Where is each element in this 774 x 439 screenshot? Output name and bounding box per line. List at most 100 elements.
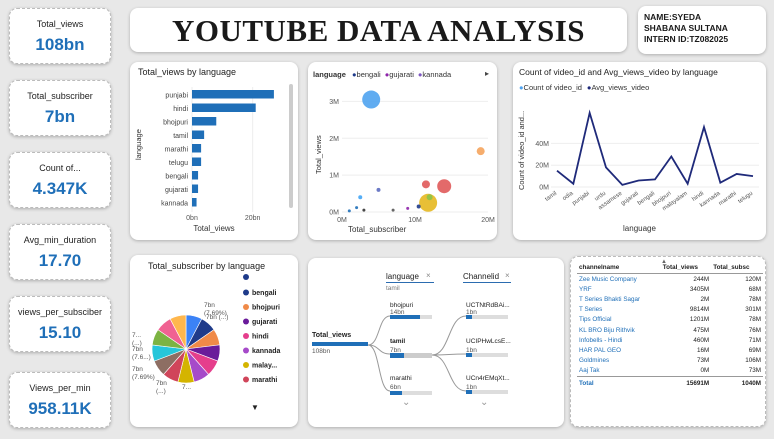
decomp-connector xyxy=(432,355,466,391)
intern-card: NAME:SYEDA SHABANA SULTANA INTERN ID:TZ0… xyxy=(638,6,766,54)
x-tick-label: telugu xyxy=(737,191,754,205)
line-xlabel: language xyxy=(513,224,766,233)
decomp-bar xyxy=(390,391,402,395)
legend-marker xyxy=(243,333,249,339)
legend-marker xyxy=(243,362,249,368)
legend-marker xyxy=(243,319,249,325)
table-cell: 301M xyxy=(711,305,763,315)
pie-data-label: (...) xyxy=(156,388,166,395)
col-header[interactable]: Total_subsc xyxy=(711,262,763,274)
y-tick-label: gujarati xyxy=(165,187,188,194)
table-row[interactable]: T Series 9814M 301M xyxy=(577,305,763,315)
bar xyxy=(192,117,216,126)
table-cell: 460M xyxy=(661,335,711,345)
table-row[interactable]: T Series Bhakti Sagar 2M 78M xyxy=(577,294,763,304)
scatter-point xyxy=(348,209,351,212)
bar xyxy=(192,198,197,207)
table-cell: 71M xyxy=(711,335,763,345)
table-cell: Zee Music Company xyxy=(577,274,661,285)
kpi-label: Avg_min_duration xyxy=(10,235,110,245)
decomp-node-value: 7bn xyxy=(390,347,401,354)
decomp-node-label[interactable]: tamil xyxy=(390,338,405,345)
kpi-label: Total_views xyxy=(10,19,110,29)
legend-marker xyxy=(243,304,249,310)
title-card: YOUTUBE DATA ANALYSIS xyxy=(130,8,627,52)
x-tick-label: 20bn xyxy=(245,215,261,222)
legend-label: marathi xyxy=(252,377,277,384)
decomp-root-bar xyxy=(312,342,368,346)
decomp-col1-header: language xyxy=(386,272,419,281)
decomp-bar-bg xyxy=(404,353,432,358)
kpi-value: 958.11K xyxy=(10,399,110,419)
decomp-connector xyxy=(368,345,390,391)
pie-data-label: 7bn xyxy=(132,366,143,373)
decomp-node-label[interactable]: marathi xyxy=(390,375,412,382)
y-tick-label: 2M xyxy=(329,136,339,143)
table-row[interactable]: YRF 3405M 68M xyxy=(577,284,763,294)
decomp-node-label[interactable]: UCn4rEMqXt... xyxy=(466,375,510,382)
y-tick-label: hindi xyxy=(173,106,188,113)
decomp-node-value: 1bn xyxy=(466,309,477,316)
decomp-bar-bg xyxy=(420,315,432,319)
table-cell: Goldmines xyxy=(577,356,661,366)
col-header[interactable]: Total_views xyxy=(661,262,711,274)
intern-id: INTERN ID:TZ082025 xyxy=(644,34,728,45)
decomp-bar-bg xyxy=(402,391,432,395)
scatter-point xyxy=(417,204,421,208)
col2-underline xyxy=(463,282,511,283)
legend-marker xyxy=(243,348,249,354)
decomp-col1-sub: tamil xyxy=(386,285,400,292)
decomp-col2-header: Channelid xyxy=(463,272,499,281)
col-header[interactable]: channelname xyxy=(577,262,661,274)
scatter-point xyxy=(362,91,380,109)
kpi-value: 7bn xyxy=(10,107,110,127)
y-tick-label: 1M xyxy=(329,173,339,180)
legend-marker xyxy=(243,290,249,296)
y-tick-label: punjabi xyxy=(165,93,188,100)
close-icon[interactable]: × xyxy=(426,271,431,280)
chevron-down-icon[interactable]: ⌄ xyxy=(402,397,410,408)
table-row[interactable]: Tips Official 1201M 78M xyxy=(577,315,763,325)
legend-label: hindi xyxy=(252,334,269,341)
table-cell: 78M xyxy=(711,315,763,325)
kpi-total-subscriber: Total_subscriber 7bn xyxy=(9,80,111,136)
legend-label: gujarati xyxy=(252,319,277,326)
decomp-node-label[interactable]: UCTNtRdBAi... xyxy=(466,302,510,309)
decomp-node-label[interactable]: bhojpuri xyxy=(390,302,413,309)
series-line xyxy=(557,113,753,185)
table-row[interactable]: Zee Music Company 244M 120M xyxy=(577,274,763,285)
decomp-tree-card: Total_views 108bn language × tamil bhojp… xyxy=(308,258,564,427)
table-row[interactable]: Goldmines 73M 106M xyxy=(577,356,763,366)
table-row[interactable]: Infobells - Hindi 460M 71M xyxy=(577,335,763,345)
table-cell: 9814M xyxy=(661,305,711,315)
line-ylabel: Count of video_id and... xyxy=(517,111,526,190)
legend-scroll-down-icon[interactable]: ▼ xyxy=(251,403,259,412)
kpi-views-per-min: Views_per_min 958.11K xyxy=(9,372,111,428)
table-cell: 73M xyxy=(711,366,763,377)
table-cell: Infobells - Hindi xyxy=(577,335,661,345)
decomp-node-label[interactable]: UCIPHwLcsE... xyxy=(466,338,511,345)
table-cell: HAR PAL GEO xyxy=(577,345,661,355)
pie-chart-svg: 7bn(7.69%)7bn (...)7...(...)7bn(7.6...)7… xyxy=(130,255,298,427)
kpi-label: Total_subscriber xyxy=(10,91,110,101)
y-tick-label: bengali xyxy=(165,174,188,181)
decomp-root-label[interactable]: Total_views xyxy=(312,332,351,339)
pie-data-label: (7.69%) xyxy=(132,374,155,381)
chevron-down-icon[interactable]: ⌄ xyxy=(480,397,488,408)
scatter-point xyxy=(427,194,433,200)
kpi-value: 15.10 xyxy=(10,323,110,343)
y-tick-label: bhojpuri xyxy=(163,120,188,127)
pie-data-label: 7bn xyxy=(132,346,143,353)
intern-name-line2: SHABANA SULTANA xyxy=(644,23,728,34)
bar-chart-svg: 0bn 20bnpunjabihindibhojpuritamilmarathit… xyxy=(130,62,298,240)
table-row[interactable]: HAR PAL GEO 16M 69M xyxy=(577,345,763,355)
table-row[interactable]: Aaj Tak 0M 73M xyxy=(577,366,763,377)
table-cell: 475M xyxy=(661,325,711,335)
close-icon[interactable]: × xyxy=(505,271,510,280)
y-tick-label: kannada xyxy=(161,201,188,208)
kpi-value: 108bn xyxy=(10,35,110,55)
pie-data-label: 7bn (...) xyxy=(206,314,228,321)
x-tick-label: 20M xyxy=(481,217,495,224)
table-row[interactable]: KL BRO Biju Rithvik 475M 76M xyxy=(577,325,763,335)
legend-label: bhojpuri xyxy=(252,305,280,312)
